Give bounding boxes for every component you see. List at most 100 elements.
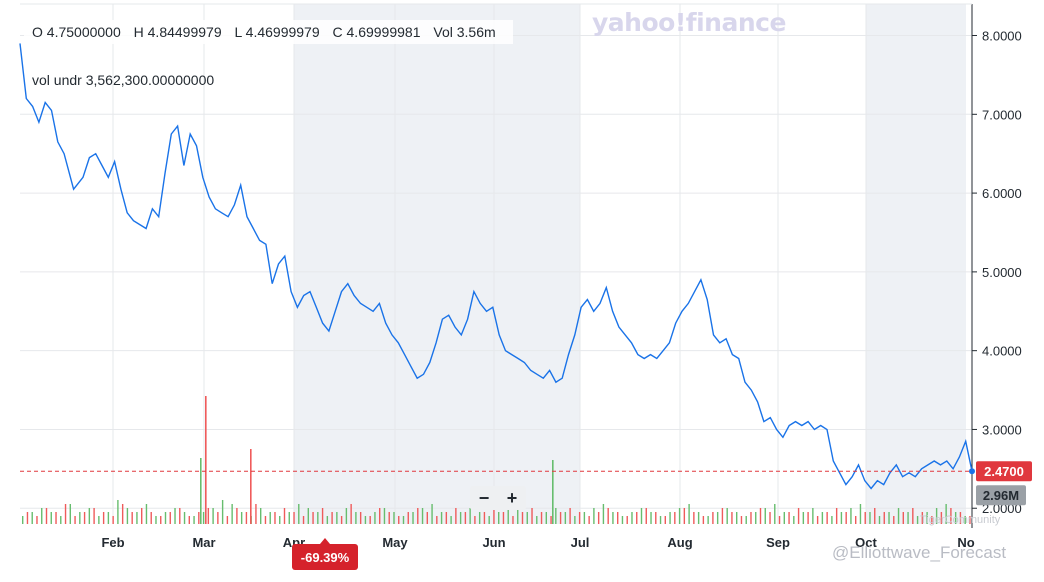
volume-bar-up xyxy=(678,508,681,524)
volume-bar-down xyxy=(636,512,638,524)
volume-bar-up xyxy=(954,512,957,524)
volume-bar-down xyxy=(912,508,914,524)
volume-bar-up xyxy=(336,512,338,524)
volume-bar-up xyxy=(174,508,176,524)
shaded-band-oct xyxy=(866,4,966,524)
last-price-badge xyxy=(976,461,1032,482)
volume-bar-down xyxy=(597,512,600,524)
volume-bar-up xyxy=(821,512,824,524)
volume-bar-down xyxy=(83,512,86,524)
low-value: L 4.46999979 xyxy=(234,24,320,40)
volume-bar-up xyxy=(107,512,110,524)
volume-bar-up xyxy=(212,508,214,524)
volume-bar-down xyxy=(931,516,933,524)
volume-bar-down xyxy=(445,512,448,524)
volume-bar-down xyxy=(750,512,752,524)
volume-bar-down xyxy=(474,516,476,524)
volume-bar-down xyxy=(845,512,847,524)
volume-bar-down xyxy=(893,516,895,524)
volume-bar-up xyxy=(31,512,33,524)
shaded-month-bands xyxy=(294,4,966,524)
volume-bar-up xyxy=(907,512,909,524)
volume-bar-up xyxy=(878,516,881,524)
volume-bar-up xyxy=(41,508,43,524)
volume-bar-down xyxy=(398,516,400,524)
volume-bar-up xyxy=(564,512,567,524)
volume-bar-down xyxy=(759,508,762,524)
volume-bar-up xyxy=(459,512,462,524)
volume-bar-down xyxy=(578,512,581,524)
volume-bar-down xyxy=(312,512,314,524)
volume-bar-down xyxy=(245,512,248,524)
x-tick-label: Feb xyxy=(101,535,124,550)
volume-bar-down xyxy=(64,504,67,524)
volume-bar-up xyxy=(621,516,624,524)
volume-bar-up xyxy=(517,504,519,524)
volume-bar-up xyxy=(526,512,528,524)
volume-bar-up xyxy=(916,516,919,524)
community-watermark: TigerCommunity xyxy=(920,514,1001,526)
volume-bar-up xyxy=(802,512,805,524)
volume-bar-down xyxy=(645,508,647,524)
shaded-band-may xyxy=(395,4,494,524)
volume-bar-down xyxy=(379,508,381,524)
volume-bar-down xyxy=(93,508,95,524)
volume-bar-up xyxy=(200,458,202,524)
volume-bar-up xyxy=(783,512,785,524)
volume-bar-up xyxy=(552,460,554,524)
volume-bar-up xyxy=(231,504,233,524)
open-value: O 4.75000000 xyxy=(32,24,121,40)
volume-bar-up xyxy=(631,512,633,524)
volume-bar-up xyxy=(793,516,795,524)
volume-bar-down xyxy=(112,516,114,524)
volume-badge xyxy=(976,485,1026,506)
volume-bar-down xyxy=(712,512,714,524)
volume-bar-down xyxy=(169,512,171,524)
volume-bar-down xyxy=(407,512,409,524)
volume-bar-up xyxy=(260,508,262,524)
x-tick-label: Jun xyxy=(482,535,505,550)
volume-bar-up xyxy=(164,512,167,524)
price-line xyxy=(19,43,973,490)
volume-bar-down xyxy=(150,512,152,524)
volume-bar-up xyxy=(669,512,671,524)
volume-bar-up xyxy=(640,508,643,524)
volume-bar-down xyxy=(102,512,105,524)
volume-bar-down xyxy=(502,512,505,524)
volume-bar-down xyxy=(45,508,48,524)
yahoo-finance-logo: yahoo!finance xyxy=(592,8,786,37)
price-series-layer xyxy=(19,43,975,490)
volume-bar-up xyxy=(317,512,319,524)
volume-bar-down xyxy=(902,512,904,524)
volume-bar-down xyxy=(788,512,790,524)
volume-bar-down xyxy=(874,508,876,524)
y-tick-label: 8.0000 xyxy=(982,29,1022,44)
zoom-out-button[interactable]: − xyxy=(478,487,490,508)
zoom-in-button[interactable]: + xyxy=(506,487,518,508)
volume-bar-down xyxy=(359,512,362,524)
volume-bar-up xyxy=(850,508,852,524)
volume-bar-up xyxy=(136,512,138,524)
volume-bar-up xyxy=(831,516,833,524)
volume-bar-down xyxy=(683,508,686,524)
volume-bar-up xyxy=(193,516,195,524)
volume-bar-down xyxy=(883,512,885,524)
volume-bar-up xyxy=(697,512,700,524)
volume-bar-up xyxy=(935,508,938,524)
volume-bar-down xyxy=(921,512,924,524)
volume-bar-up xyxy=(650,512,652,524)
volume-bar-up xyxy=(440,512,443,524)
handle-watermark: @Elliottwave_Forecast xyxy=(832,543,1007,562)
volume-bar-up xyxy=(383,508,386,524)
volume-bar-up xyxy=(393,512,395,524)
volume-bar-down xyxy=(826,512,828,524)
volume-bar-up xyxy=(421,508,424,524)
volume-bar-up xyxy=(431,504,433,524)
volume-bar-down xyxy=(331,512,333,524)
volume-bar-up xyxy=(574,516,576,524)
volume-bar-down xyxy=(835,508,838,524)
volume-bar-down xyxy=(36,516,38,524)
volume-bar-down xyxy=(274,512,276,524)
volume-bar-down xyxy=(302,516,305,524)
